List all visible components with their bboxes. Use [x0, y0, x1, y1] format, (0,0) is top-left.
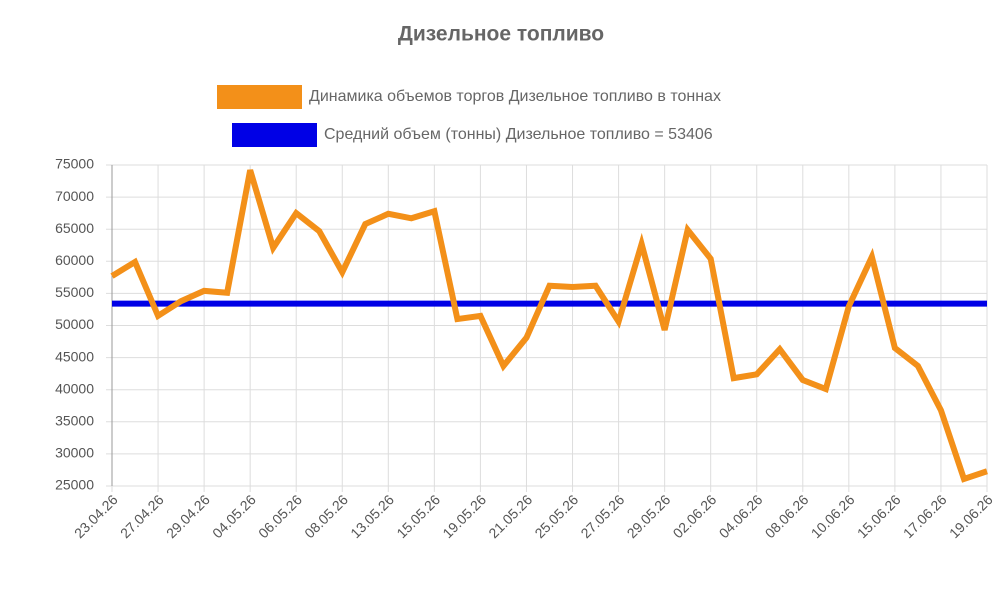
- x-tick-label: 04.05.26: [209, 491, 259, 541]
- x-tick-label: 25.05.26: [531, 491, 581, 541]
- y-tick-label: 60000: [55, 252, 94, 268]
- x-tick-label: 17.06.26: [900, 491, 950, 541]
- y-tick-label: 65000: [55, 220, 94, 236]
- y-tick-label: 30000: [55, 445, 94, 461]
- legend-label: Средний объем (тонны) Дизельное топливо …: [324, 126, 713, 143]
- y-tick-label: 50000: [55, 316, 94, 332]
- x-tick-label: 23.04.26: [71, 491, 121, 541]
- x-tick-label: 10.06.26: [808, 491, 858, 541]
- y-tick-label: 55000: [55, 284, 94, 300]
- x-tick-label: 15.06.26: [854, 491, 904, 541]
- y-tick-label: 25000: [55, 477, 94, 493]
- chart-title: Дизельное топливо: [398, 23, 604, 46]
- y-tick-label: 45000: [55, 348, 94, 364]
- y-tick-label: 75000: [55, 156, 94, 172]
- x-tick-label: 08.05.26: [301, 491, 351, 541]
- y-tick-label: 40000: [55, 380, 94, 396]
- x-tick-label: 19.05.26: [439, 491, 489, 541]
- x-tick-label: 06.05.26: [255, 491, 305, 541]
- x-tick-label: 29.04.26: [163, 491, 213, 541]
- y-tick-label: 70000: [55, 188, 94, 204]
- x-tick-label: 15.05.26: [393, 491, 443, 541]
- legend-swatch: [217, 85, 302, 109]
- y-tick-label: 35000: [55, 413, 94, 429]
- x-tick-label: 08.06.26: [762, 491, 812, 541]
- series-line: [110, 169, 988, 483]
- x-tick-label: 29.05.26: [624, 491, 674, 541]
- x-tick-label: 04.06.26: [716, 491, 766, 541]
- x-tick-label: 13.05.26: [347, 491, 397, 541]
- legend-swatch: [232, 123, 317, 147]
- legend-label: Динамика объемов торгов Дизельное топлив…: [309, 88, 721, 105]
- x-tick-label: 19.06.26: [946, 491, 996, 541]
- x-tick-label: 21.05.26: [485, 491, 535, 541]
- x-tick-label: 27.04.26: [117, 491, 167, 541]
- x-tick-label: 27.05.26: [577, 491, 627, 541]
- x-tick-label: 02.06.26: [670, 491, 720, 541]
